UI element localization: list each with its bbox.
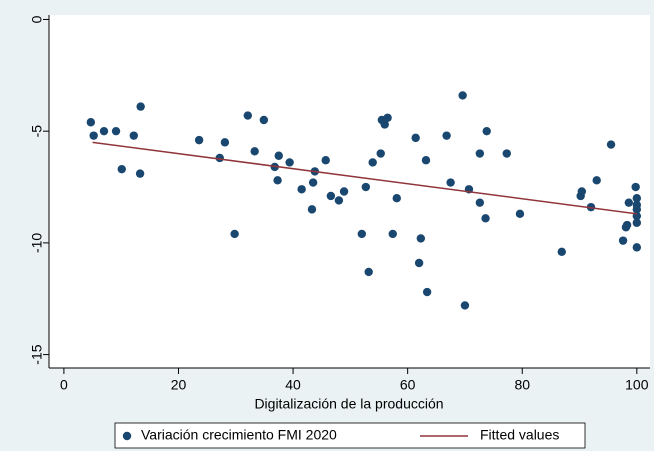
point [632, 194, 642, 203]
point [321, 156, 330, 165]
y-tick-label: -5 [29, 125, 45, 138]
point [460, 301, 470, 310]
point [273, 176, 282, 185]
x-axis-label: Digitalización de la producción [254, 396, 443, 412]
point [632, 218, 642, 227]
point [215, 153, 224, 163]
x-tick-label: 60 [400, 377, 416, 393]
point [446, 178, 455, 187]
point [414, 258, 424, 268]
point [307, 205, 317, 214]
point [111, 126, 121, 136]
point [632, 205, 642, 214]
fit-line [92, 141, 637, 215]
legend-label: Fitted values [480, 427, 559, 443]
x-tick-label: 0 [60, 377, 68, 393]
legend-marker [122, 431, 132, 441]
point [482, 126, 491, 136]
point [515, 209, 525, 219]
point [368, 158, 377, 167]
point [618, 236, 628, 245]
point [364, 267, 373, 277]
point [129, 131, 138, 140]
point [475, 149, 485, 158]
point [308, 178, 318, 187]
point [442, 131, 451, 140]
point [502, 149, 511, 158]
point [388, 229, 397, 239]
point [136, 102, 145, 111]
point [334, 196, 344, 205]
point [376, 149, 385, 158]
point [326, 191, 336, 201]
point [357, 229, 367, 239]
point [259, 115, 269, 125]
legend [114, 422, 586, 449]
point [577, 187, 587, 196]
plot-area [49, 15, 650, 368]
point [361, 182, 371, 192]
point [606, 140, 616, 149]
point [421, 156, 431, 165]
y-tick-label: -15 [29, 344, 45, 364]
point [274, 151, 283, 160]
point [592, 176, 601, 185]
y-tick-label: -10 [29, 233, 45, 253]
point [392, 194, 401, 203]
point [135, 169, 145, 178]
point [481, 214, 490, 223]
point [458, 91, 467, 100]
y-tick-label: 0 [29, 15, 45, 23]
point [557, 247, 566, 257]
point [475, 198, 485, 207]
point [632, 243, 642, 252]
point [622, 220, 632, 230]
x-tick-label: 100 [625, 377, 649, 393]
point [86, 118, 96, 127]
point [250, 147, 259, 156]
point [411, 133, 420, 143]
point [422, 287, 432, 297]
point [416, 234, 426, 243]
point [243, 111, 253, 120]
x-tick-label: 40 [285, 377, 301, 393]
x-tick-label: 80 [514, 377, 530, 393]
point [117, 164, 126, 174]
point [631, 182, 640, 192]
x-tick-label: 20 [171, 377, 187, 393]
point [624, 198, 634, 207]
point [99, 126, 109, 136]
point [89, 131, 98, 140]
point [194, 135, 204, 145]
point [383, 113, 392, 122]
point [230, 229, 239, 239]
point [285, 158, 294, 167]
point [380, 120, 389, 129]
point [297, 185, 306, 194]
point [339, 187, 349, 196]
point [220, 138, 230, 147]
legend-label: Variación crecimiento FMI 2020 [141, 427, 337, 443]
